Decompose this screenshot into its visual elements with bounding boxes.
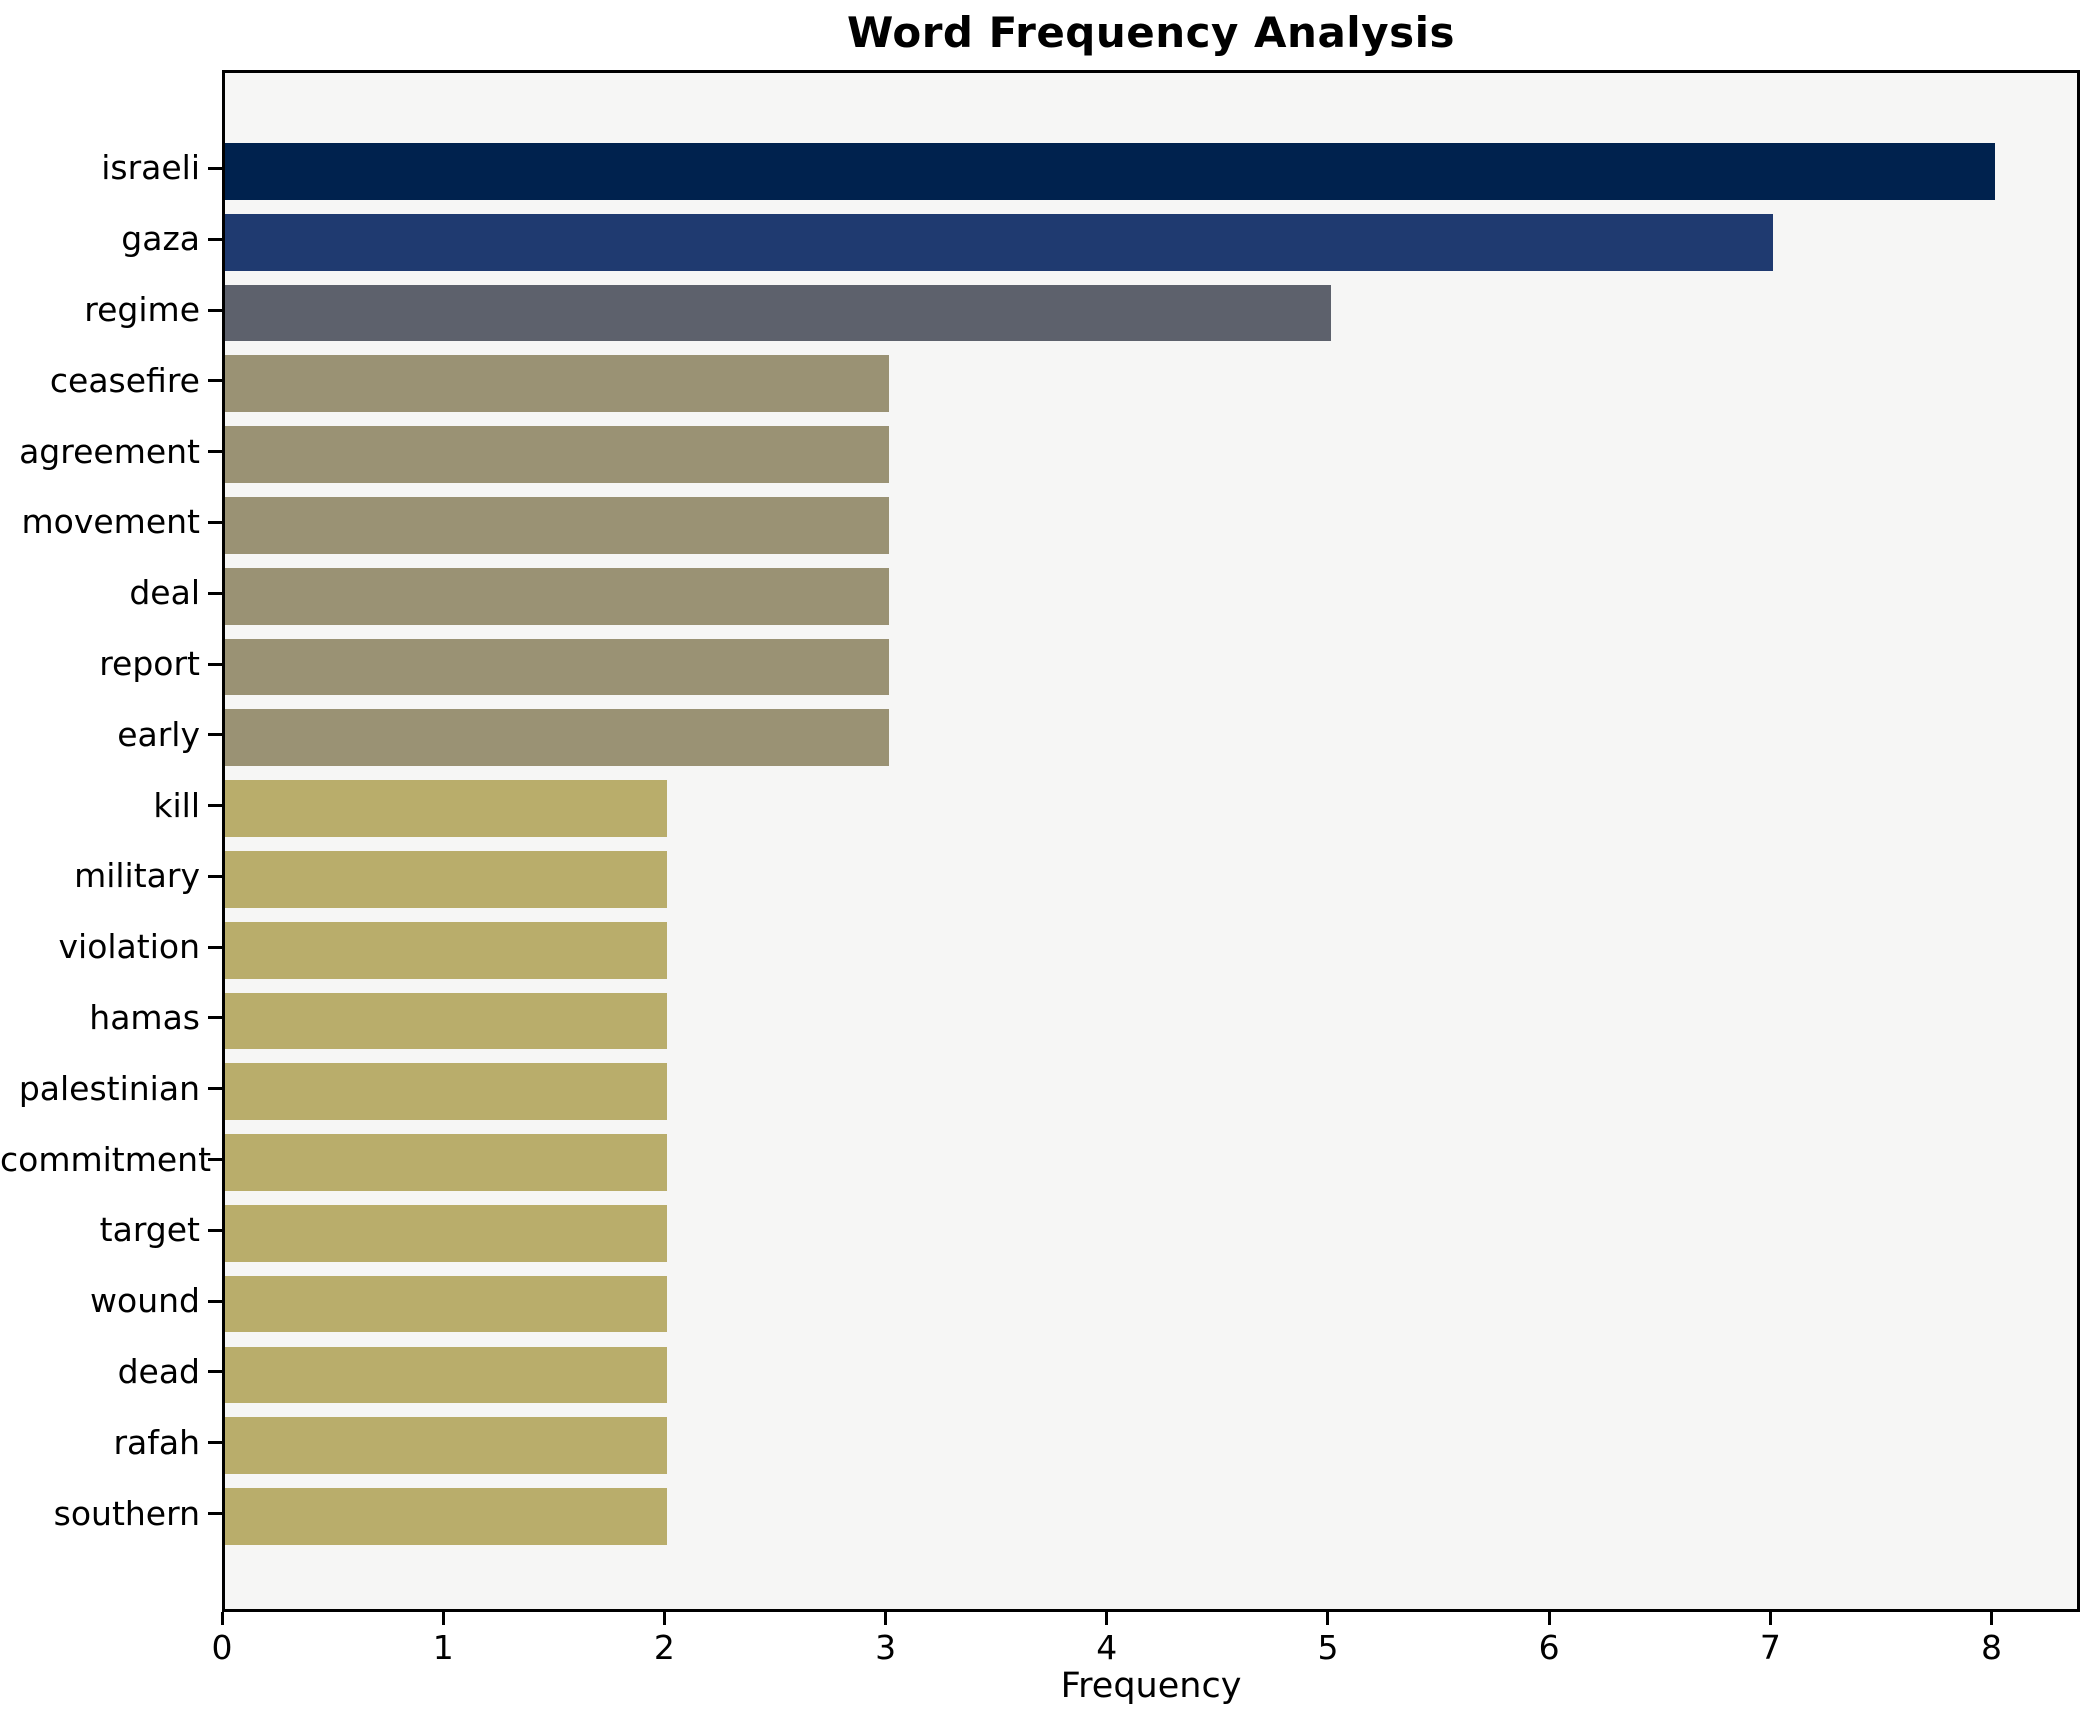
y-tick-label-gaza: gaza (121, 219, 200, 259)
y-tick-mark (208, 1441, 222, 1445)
y-tick-mark (208, 662, 222, 666)
y-tick-label-israeli: israeli (101, 148, 200, 188)
y-tick-mark (208, 874, 222, 878)
bar-deal (225, 567, 889, 625)
x-tick-mark (441, 1612, 445, 1625)
bar-military (225, 851, 668, 908)
x-axis-title: Frequency (1060, 1666, 1242, 1706)
y-tick-label-dead: dead (117, 1351, 200, 1391)
y-tick-label-ceasefire: ceasefire (49, 360, 200, 400)
x-tick-mark (1990, 1612, 1994, 1625)
y-tick-mark (208, 733, 222, 737)
bar-dead (225, 1346, 668, 1404)
y-tick-label-palestinian: palestinian (18, 1068, 200, 1108)
x-tick-label-3: 3 (875, 1628, 897, 1667)
y-tick-label-violation: violation (58, 927, 201, 967)
plot-area (222, 70, 2080, 1612)
bar-rafah (225, 1417, 668, 1475)
x-tick-label-1: 1 (432, 1628, 454, 1667)
bar-kill (225, 780, 668, 837)
x-tick-label-7: 7 (1759, 1628, 1781, 1667)
y-tick-label-report: report (99, 644, 200, 683)
x-tick-mark (662, 1612, 666, 1625)
x-tick-label-8: 8 (1981, 1628, 2003, 1667)
x-tick-label-0: 0 (211, 1628, 233, 1667)
x-tick-label-6: 6 (1538, 1628, 1560, 1667)
x-tick-label-4: 4 (1096, 1628, 1118, 1667)
y-tick-label-commitment: commitment (0, 1139, 212, 1179)
y-tick-label-military: military (74, 856, 200, 896)
y-tick-mark (208, 1016, 222, 1020)
y-tick-label-target: target (99, 1210, 200, 1250)
y-tick-mark (208, 1299, 222, 1303)
x-tick-label-2: 2 (653, 1628, 675, 1667)
bar-movement (225, 497, 889, 554)
bar-israeli (225, 143, 1995, 200)
y-tick-mark (208, 1087, 222, 1091)
bar-target (225, 1205, 668, 1262)
y-tick-mark (208, 450, 222, 454)
bar-gaza (225, 213, 1774, 271)
y-tick-mark (208, 804, 222, 808)
x-tick-label-5: 5 (1317, 1628, 1339, 1667)
y-tick-mark (208, 237, 222, 241)
bar-report (225, 638, 889, 696)
bar-wound (225, 1275, 668, 1333)
x-tick-mark (1326, 1612, 1330, 1625)
y-tick-label-regime: regime (84, 290, 200, 329)
y-tick-mark (208, 308, 222, 312)
y-tick-mark (208, 379, 222, 383)
bar-regime (225, 284, 1331, 342)
bar-early (225, 709, 889, 767)
x-tick-mark (220, 1612, 224, 1625)
y-tick-label-agreement: agreement (19, 431, 200, 471)
x-tick-mark (884, 1612, 888, 1625)
y-tick-mark (208, 520, 222, 524)
y-tick-mark (208, 1158, 222, 1162)
chart-title: Word Frequency Analysis (847, 8, 1455, 57)
y-tick-mark (208, 1370, 222, 1374)
y-tick-label-hamas: hamas (89, 997, 200, 1037)
y-tick-label-movement: movement (21, 502, 200, 542)
y-tick-label-wound: wound (90, 1281, 200, 1321)
y-tick-label-rafah: rafah (113, 1422, 200, 1462)
bar-southern (225, 1488, 668, 1545)
bar-ceasefire (225, 355, 889, 413)
x-tick-mark (1547, 1612, 1551, 1625)
y-tick-mark (208, 1512, 222, 1516)
x-tick-mark (1768, 1612, 1772, 1625)
bar-palestinian (225, 1063, 668, 1121)
x-tick-mark (1105, 1612, 1109, 1625)
y-tick-mark (208, 166, 222, 170)
y-tick-mark (208, 591, 222, 595)
bar-agreement (225, 426, 889, 483)
bar-hamas (225, 992, 668, 1050)
bar-violation (225, 921, 668, 979)
y-tick-label-early: early (117, 714, 200, 754)
y-tick-label-deal: deal (129, 573, 200, 613)
bar-commitment (225, 1134, 668, 1191)
y-tick-mark (208, 945, 222, 949)
y-tick-label-kill: kill (153, 785, 200, 825)
y-tick-label-southern: southern (53, 1493, 200, 1533)
y-tick-mark (208, 1228, 222, 1232)
